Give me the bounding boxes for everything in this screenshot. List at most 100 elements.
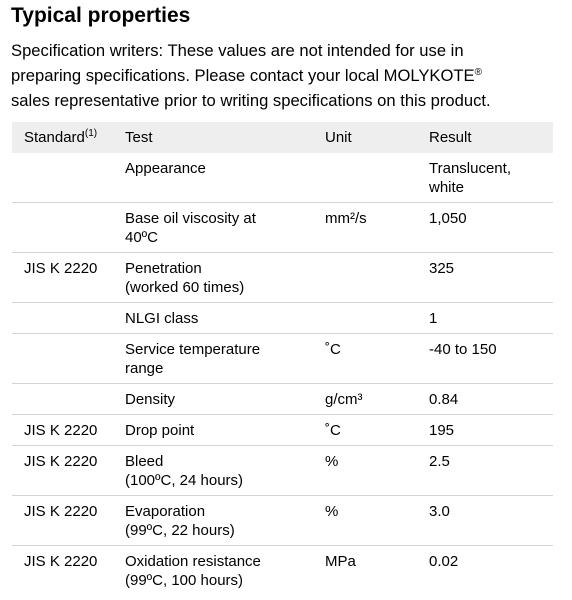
- header-unit: Unit: [325, 122, 429, 153]
- cell-result: Translucent, white: [429, 153, 553, 203]
- cell-result-text: white: [429, 179, 465, 196]
- cell-test: Base oil viscosity at 40ºC: [125, 202, 325, 253]
- cell-result-text: 0.02: [429, 553, 459, 570]
- cell-unit: g/cm³: [325, 383, 429, 415]
- intro-line-text: preparing specifications. Please contact…: [11, 66, 475, 85]
- cell-result: 1,050: [429, 202, 553, 253]
- cell-test-text: Drop point: [125, 422, 195, 439]
- cell-standard: [12, 302, 125, 334]
- cell-result-text: 1,050: [429, 210, 467, 227]
- cell-result-text: Translucent,: [429, 160, 511, 177]
- table-row: JIS K 2220 Drop point ˚C 195: [12, 414, 553, 446]
- cell-result-text: 1: [429, 310, 438, 327]
- cell-standard-text: JIS K 2220: [24, 453, 98, 470]
- footnote-marker: (1): [84, 128, 98, 139]
- cell-test: Evaporation (99ºC, 22 hours): [125, 495, 325, 546]
- cell-standard: [12, 202, 125, 253]
- table-row: JIS K 2220 Evaporation (99ºC, 22 hours)% 3.…: [12, 495, 553, 546]
- table-body: Appearance Translucent, white Base oil visc…: [12, 153, 553, 595]
- cell-result-text: 325: [429, 260, 455, 277]
- cell-unit: %: [325, 495, 429, 546]
- cell-unit: [325, 252, 429, 303]
- cell-test: Penetration (worked 60 times): [125, 252, 325, 303]
- cell-unit: [325, 153, 429, 203]
- cell-standard-text: JIS K 2220: [24, 260, 98, 277]
- cell-result: 0.84: [429, 383, 553, 415]
- cell-test-text: Density: [125, 391, 176, 408]
- cell-test-text: range: [125, 360, 164, 377]
- cell-standard: [12, 383, 125, 415]
- intro-line: sales representative prior to writing sp…: [11, 91, 491, 110]
- cell-unit-text: %: [325, 453, 339, 470]
- cell-standard: JIS K 2220: [12, 445, 125, 496]
- cell-unit: [325, 302, 429, 334]
- cell-unit-text: ˚C: [325, 341, 341, 358]
- cell-test: Appearance: [125, 153, 325, 203]
- cell-test-text: Service temperature: [125, 341, 261, 358]
- cell-test-text: Evaporation: [125, 503, 206, 520]
- cell-standard-text: JIS K 2220: [24, 503, 98, 520]
- cell-standard-text: JIS K 2220: [24, 422, 98, 439]
- cell-standard: [12, 153, 125, 203]
- cell-result: -40 to 150: [429, 333, 553, 384]
- table-row: Appearance Translucent, white: [12, 153, 553, 203]
- cell-test-text: 40ºC: [125, 229, 158, 246]
- cell-unit: ˚C: [325, 333, 429, 384]
- cell-test-text: (99ºC, 100 hours): [125, 572, 244, 589]
- cell-test-text: NLGI class: [125, 310, 199, 327]
- cell-test: Density: [125, 383, 325, 415]
- cell-test-text: Penetration: [125, 260, 202, 277]
- properties-table: Standard(1) Test Unit Result Appearance T…: [12, 122, 553, 595]
- cell-result-text: 2.5: [429, 453, 450, 470]
- table-row: NLGI class 1: [12, 302, 553, 334]
- cell-unit-text: mm²/s: [325, 210, 367, 227]
- cell-result-text: 0.84: [429, 391, 459, 408]
- cell-test: Oxidation resistance (99ºC, 100 hours): [125, 546, 325, 596]
- cell-standard: [12, 333, 125, 384]
- cell-standard-text: JIS K 2220: [24, 553, 98, 570]
- cell-standard: JIS K 2220: [12, 546, 125, 596]
- cell-unit-text: %: [325, 503, 339, 520]
- cell-result: 195: [429, 414, 553, 446]
- cell-test-text: (worked 60 times): [125, 279, 245, 296]
- table-row: JIS K 2220 Bleed (100ºC, 24 hours)% 2.5: [12, 445, 553, 496]
- header-result: Result: [429, 122, 553, 153]
- cell-result-text: -40 to 150: [429, 341, 497, 358]
- cell-result: 2.5: [429, 445, 553, 496]
- cell-unit: %: [325, 445, 429, 496]
- cell-result-text: 195: [429, 422, 455, 439]
- registered-mark: ®: [474, 67, 482, 78]
- intro-paragraph: Specification writers: These values are …: [11, 38, 567, 113]
- table-row: JIS K 2220 Penetration (worked 60 times) 32…: [12, 252, 553, 303]
- header-test: Test: [125, 122, 325, 153]
- intro-line: Specification writers: These values are …: [11, 41, 464, 60]
- cell-test: Drop point: [125, 414, 325, 446]
- cell-unit-text: MPa: [325, 553, 356, 570]
- table-header-row: Standard(1) Test Unit Result: [12, 122, 553, 153]
- cell-test: NLGI class: [125, 302, 325, 334]
- cell-result: 325: [429, 252, 553, 303]
- cell-standard: JIS K 2220: [12, 414, 125, 446]
- cell-unit: MPa: [325, 546, 429, 596]
- cell-test-text: Oxidation resistance: [125, 553, 261, 570]
- intro-line: preparing specifications. Please contact…: [11, 63, 567, 88]
- cell-unit: ˚C: [325, 414, 429, 446]
- cell-test-text: Appearance: [125, 160, 206, 177]
- table-row: Base oil viscosity at 40ºC mm²/s 1,050: [12, 202, 553, 253]
- cell-result: 0.02: [429, 546, 553, 596]
- header-standard: Standard(1): [12, 122, 125, 153]
- cell-standard: JIS K 2220: [12, 495, 125, 546]
- cell-result: 3.0: [429, 495, 553, 546]
- cell-test-text: (99ºC, 22 hours): [125, 522, 235, 539]
- table-row: Service temperature range ˚C -40 to 150: [12, 333, 553, 384]
- cell-standard: JIS K 2220: [12, 252, 125, 303]
- cell-test-text: (100ºC, 24 hours): [125, 472, 244, 489]
- cell-unit-text: ˚C: [325, 422, 341, 439]
- table-row: JIS K 2220 Oxidation resistance (99ºC, 100…: [12, 546, 553, 596]
- table-row: Density g/cm³ 0.84: [12, 383, 553, 415]
- cell-unit: mm²/s: [325, 202, 429, 253]
- cell-test: Bleed (100ºC, 24 hours): [125, 445, 325, 496]
- cell-test-text: Base oil viscosity at: [125, 210, 256, 227]
- cell-result: 1: [429, 302, 553, 334]
